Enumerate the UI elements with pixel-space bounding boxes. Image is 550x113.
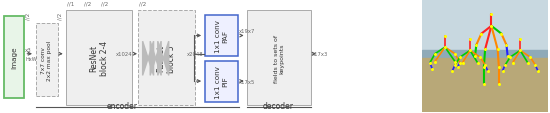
FancyBboxPatch shape <box>205 16 238 56</box>
Text: decoder: decoder <box>262 101 293 110</box>
Polygon shape <box>142 42 148 76</box>
Text: x19x7: x19x7 <box>239 29 255 34</box>
Text: fields to sets of
keypoints: fields to sets of keypoints <box>273 34 284 82</box>
Polygon shape <box>150 42 156 76</box>
Text: x2048: x2048 <box>187 52 204 57</box>
Text: 7x7 conv
2x2 max pool: 7x7 conv 2x2 max pool <box>41 40 52 80</box>
Text: 1x1 conv
PIF: 1x1 conv PIF <box>215 65 228 98</box>
FancyBboxPatch shape <box>248 11 311 105</box>
Bar <box>422 59 548 112</box>
Text: encoder: encoder <box>107 101 138 110</box>
FancyBboxPatch shape <box>205 61 238 102</box>
Polygon shape <box>148 42 153 76</box>
FancyBboxPatch shape <box>138 11 195 105</box>
Text: ResNet
block 5: ResNet block 5 <box>157 45 176 72</box>
Bar <box>422 1 548 59</box>
Polygon shape <box>158 42 163 76</box>
Text: HxW: HxW <box>25 56 37 61</box>
Polygon shape <box>156 42 161 76</box>
Text: x17x3: x17x3 <box>312 52 328 57</box>
Polygon shape <box>163 42 169 76</box>
FancyBboxPatch shape <box>36 24 58 96</box>
Text: Image: Image <box>12 46 17 69</box>
Text: //2: //2 <box>139 2 146 7</box>
Text: ResNet
block 2-4: ResNet block 2-4 <box>90 41 109 76</box>
Text: //2: //2 <box>26 12 31 19</box>
Text: //2: //2 <box>57 12 62 19</box>
Text: x1024: x1024 <box>117 52 133 57</box>
Text: x3: x3 <box>25 47 32 52</box>
Text: x17x5: x17x5 <box>239 79 255 84</box>
Bar <box>422 51 548 68</box>
FancyBboxPatch shape <box>4 17 24 98</box>
Text: 1x1 conv
PAF: 1x1 conv PAF <box>215 20 228 52</box>
Text: //1: //1 <box>67 2 74 7</box>
Text: //2: //2 <box>101 2 108 7</box>
Text: //2: //2 <box>84 2 91 7</box>
FancyBboxPatch shape <box>67 11 131 105</box>
